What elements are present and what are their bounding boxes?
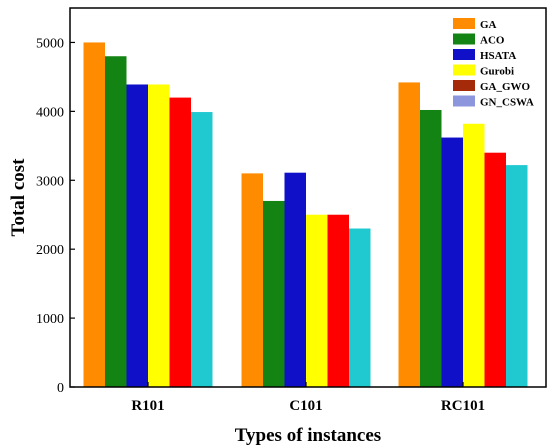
legend-label: GN_CSWA xyxy=(480,97,534,109)
legend-swatch xyxy=(453,64,475,76)
legend-label: Gurobi xyxy=(480,66,514,78)
y-axis-title: Total cost xyxy=(8,158,29,237)
legend-swatch xyxy=(453,80,475,91)
bar-gn-cswa-c101 xyxy=(349,228,371,387)
bar-gurobi-r101 xyxy=(148,84,170,388)
bar-aco-c101 xyxy=(263,200,285,387)
legend: GA ACO HSATA Gurobi GA_GWO GN_CSWA xyxy=(453,18,534,109)
bar-gn-cswa-r101 xyxy=(191,112,213,387)
y-tick-label: 4000 xyxy=(36,105,64,120)
legend-swatch xyxy=(453,18,475,29)
bar-ga-gwo-r101 xyxy=(169,97,191,387)
bar-ga-rc101 xyxy=(398,82,420,388)
x-axis-title: Types of instances xyxy=(235,425,381,446)
x-tick-label: C101 xyxy=(289,398,322,414)
legend-label: GA xyxy=(480,19,497,31)
y-tick-label: 2000 xyxy=(36,243,64,258)
legend-label: HSATA xyxy=(480,50,516,62)
legend-label: ACO xyxy=(480,35,505,47)
legend-swatch xyxy=(453,33,475,45)
legend-label: GA_GWO xyxy=(480,81,531,93)
bar-aco-rc101 xyxy=(420,109,442,388)
bar-hsata-r101 xyxy=(126,84,148,388)
y-tick-label: 0 xyxy=(57,381,64,396)
x-tick-label: R101 xyxy=(131,398,164,414)
y-tick-label: 3000 xyxy=(36,174,64,189)
bar-ga-c101 xyxy=(241,173,263,387)
bar-gurobi-rc101 xyxy=(463,123,485,387)
bar-gn-cswa-rc101 xyxy=(506,165,528,387)
x-axis: R101 C101 RC101 xyxy=(131,382,485,414)
legend-swatch xyxy=(453,49,475,60)
bar-ga-r101 xyxy=(83,42,105,388)
y-tick-label: 5000 xyxy=(36,36,64,51)
plot-frame xyxy=(69,7,547,388)
x-tick-label: RC101 xyxy=(441,398,485,414)
bar-ga-gwo-rc101 xyxy=(484,152,506,387)
y-axis: 0 1000 2000 3000 4000 5000 xyxy=(36,36,75,396)
bar-hsata-c101 xyxy=(284,172,306,387)
bar-hsata-rc101 xyxy=(441,137,463,387)
bar-aco-r101 xyxy=(105,56,127,388)
y-tick-label: 1000 xyxy=(36,312,64,327)
bars-group xyxy=(83,42,528,388)
bar-gurobi-c101 xyxy=(306,214,328,387)
legend-swatch xyxy=(453,95,475,107)
bar-ga-gwo-c101 xyxy=(327,214,349,387)
